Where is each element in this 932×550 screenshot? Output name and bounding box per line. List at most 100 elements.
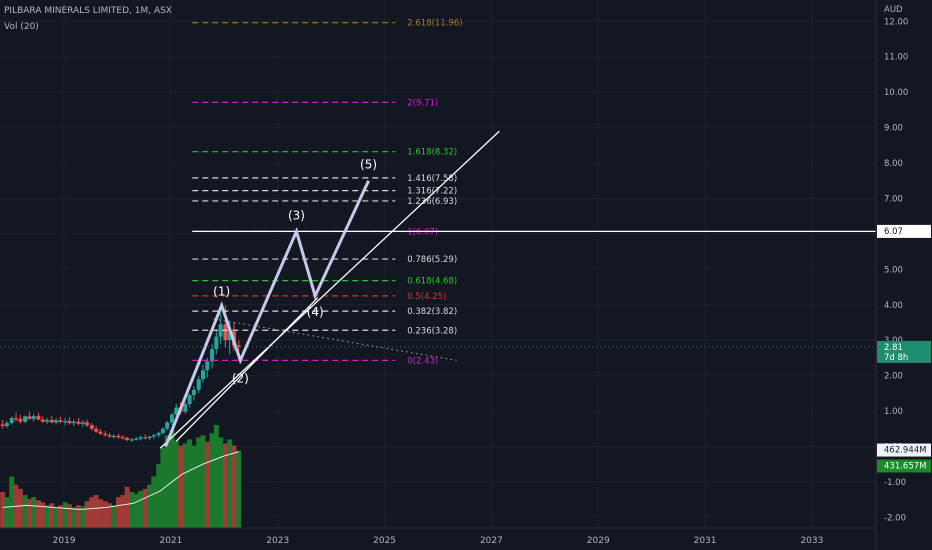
- candle-body: [156, 433, 161, 436]
- volume-bar: [9, 476, 15, 528]
- volume-bar: [173, 440, 179, 528]
- current-price-tag-bg: [877, 340, 931, 363]
- volume-bar: [222, 443, 228, 528]
- volume-bar: [178, 445, 184, 528]
- candle-body: [54, 420, 59, 423]
- candle-body: [76, 421, 81, 424]
- fib-level-label: 0.786(5.29): [407, 255, 457, 265]
- y-tick-label: -2.00: [884, 513, 906, 523]
- volume-bar: [218, 437, 224, 528]
- volume-bar: [231, 445, 237, 528]
- volume-bar: [66, 504, 72, 528]
- y-tick-label: 10.00: [884, 88, 908, 98]
- volume-bar: [129, 491, 135, 528]
- fib-level-label: 0.382(3.82): [407, 307, 457, 317]
- volume-bar: [200, 435, 206, 528]
- candle-body: [125, 437, 130, 441]
- volume-bar: [17, 488, 23, 528]
- volume-bar: [111, 505, 117, 528]
- fib-level-label: 0(2.43): [407, 356, 438, 366]
- fib-level-label: 0.5(4.25): [407, 292, 446, 302]
- candle-body: [71, 421, 76, 424]
- candle-body: [205, 361, 210, 371]
- volume-bar: [97, 499, 103, 528]
- wave-label: (3): [288, 208, 305, 222]
- candle-body: [183, 403, 188, 412]
- candle-body: [103, 433, 108, 436]
- candle-body: [40, 419, 45, 422]
- x-tick-label: 2023: [266, 536, 289, 546]
- wave-label: (5): [360, 158, 377, 172]
- volume-tag-bg: [877, 443, 931, 457]
- volume-bar: [84, 501, 90, 528]
- volume-bar: [93, 495, 99, 528]
- trend-line: [175, 297, 319, 442]
- y-tick-label: -1.00: [884, 478, 906, 488]
- candle-body: [227, 331, 232, 341]
- volume-bar: [187, 439, 193, 528]
- y-tick-label: 7.00: [884, 194, 903, 204]
- currency-label: AUD: [884, 5, 903, 15]
- chart-title: PILBARA MINERALS LIMITED, 1M, ASX: [4, 6, 172, 16]
- volume-bar: [35, 500, 41, 528]
- candle-body: [129, 439, 134, 441]
- candle-body: [196, 379, 201, 390]
- volume-ma-line: [2, 451, 239, 510]
- candle-body: [169, 414, 174, 423]
- volume-bar: [116, 497, 122, 528]
- current-price-tag: 2.81: [884, 343, 903, 353]
- candle-body: [165, 422, 170, 429]
- x-tick-label: 2029: [587, 536, 610, 546]
- fib-level-label: 1.316(7.22): [407, 187, 457, 197]
- candle-body: [4, 423, 9, 426]
- volume-indicator-label[interactable]: Vol (20): [4, 22, 39, 32]
- candle-body: [27, 416, 32, 419]
- volume-bar: [26, 499, 32, 528]
- volume-bar: [31, 497, 37, 528]
- fib-level-label: 2.618(11.96): [407, 19, 462, 29]
- volume-bar: [169, 430, 175, 528]
- candle-body: [191, 389, 196, 396]
- wave-label: (4): [307, 305, 324, 319]
- volume-bar: [142, 488, 148, 528]
- y-tick-label: 1.00: [884, 407, 903, 417]
- x-tick-label: 2025: [373, 536, 396, 546]
- volume-bar: [57, 505, 63, 528]
- y-tick-label: 2.00: [884, 372, 903, 382]
- candle-body: [160, 428, 165, 434]
- y-tick-label: 8.00: [884, 159, 903, 169]
- fib-level-label: 0.236(3.28): [407, 326, 457, 336]
- volume-bar: [209, 433, 215, 528]
- volume-bar: [137, 490, 143, 528]
- volume-bar: [182, 443, 188, 528]
- candle-body: [210, 349, 215, 362]
- volume-bar: [147, 484, 153, 528]
- volume-bar: [71, 507, 77, 528]
- fib-level-label: 1(6.07): [407, 227, 438, 237]
- volume-bar: [4, 497, 10, 528]
- candle-body: [143, 437, 148, 439]
- candle-body: [107, 435, 112, 437]
- volume-bar: [120, 495, 126, 528]
- candle-body: [63, 420, 68, 423]
- x-tick-label: 2031: [694, 536, 717, 546]
- candle-body: [45, 419, 50, 422]
- volume-bar: [204, 441, 210, 528]
- volume-bar: [89, 497, 95, 528]
- candle-body: [58, 420, 63, 423]
- candle-body: [9, 418, 14, 424]
- volume-bar: [22, 495, 28, 528]
- volume-bar: [191, 445, 197, 528]
- volume-bar: [53, 507, 59, 528]
- candle-body: [174, 407, 179, 415]
- y-tick-label: 9.00: [884, 124, 903, 134]
- candle-body: [187, 395, 192, 404]
- volume-bar: [156, 464, 162, 528]
- volume-bar: [151, 476, 157, 528]
- x-tick-label: 2033: [800, 536, 823, 546]
- y-tick-label: 11.00: [884, 53, 908, 63]
- candle-body: [14, 418, 19, 420]
- volume-bar: [80, 506, 86, 528]
- volume-bar: [102, 501, 108, 528]
